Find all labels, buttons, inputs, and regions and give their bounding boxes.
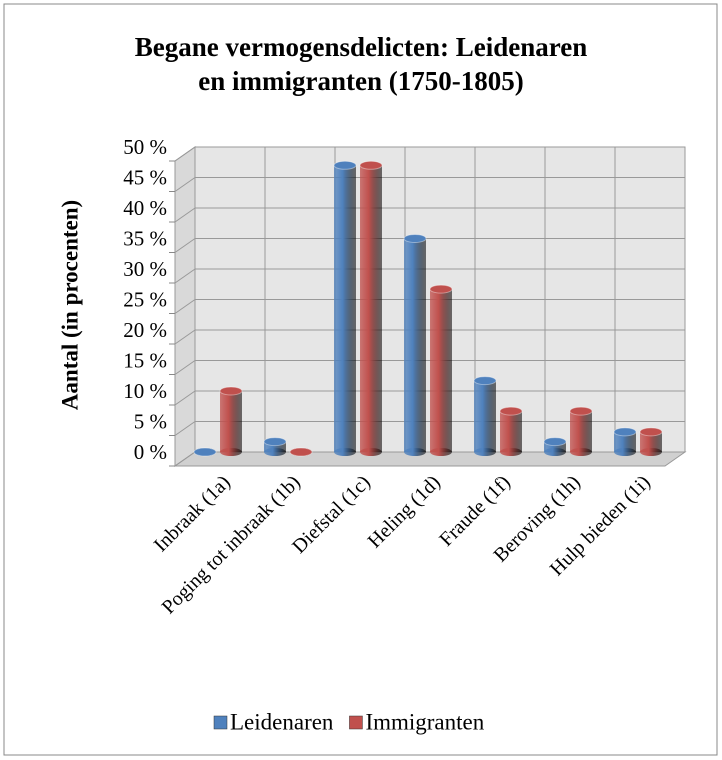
grid-line (174, 238, 196, 253)
floor (173, 451, 687, 467)
bar (193, 447, 217, 457)
y-tick-label: 0 % (134, 440, 167, 464)
y-tick-label: 25 % (123, 287, 167, 311)
chart-title: en immigranten (1750-1805) (198, 66, 523, 96)
grid-line (174, 299, 196, 314)
bar (473, 376, 497, 456)
grid-line (174, 207, 196, 223)
y-tick-label: 5 % (134, 409, 167, 433)
bar (289, 447, 313, 457)
y-tick-label: 35 % (123, 226, 167, 250)
bar (613, 427, 637, 456)
y-tick-label: 45 % (123, 165, 167, 189)
legend-swatch (213, 715, 228, 730)
bar (543, 437, 567, 456)
bar (569, 406, 593, 456)
bar (263, 437, 287, 456)
grid-line (174, 146, 196, 162)
grid-line (174, 268, 196, 284)
bar (333, 160, 357, 456)
y-tick-label: 15 % (123, 348, 167, 372)
bar (219, 386, 243, 456)
legend-label: Immigranten (365, 709, 484, 734)
grid-line (174, 390, 196, 406)
bar (639, 427, 663, 456)
bar (359, 160, 383, 456)
grid-line (174, 421, 196, 436)
legend: Leidenaren Immigranten (213, 709, 485, 734)
legend-label: Leidenaren (230, 709, 334, 734)
grid-line (174, 177, 196, 192)
y-tick-label: 20 % (123, 318, 167, 342)
bar (429, 284, 453, 456)
y-tick-label: 30 % (123, 257, 167, 281)
grid-line (174, 329, 196, 345)
y-tick-label: 50 % (123, 135, 167, 159)
grid-line (174, 360, 196, 375)
legend-swatch (349, 715, 363, 730)
bar (499, 406, 523, 456)
bar (403, 234, 427, 456)
y-tick-label: 40 % (123, 196, 167, 220)
y-axis-title: Aantal (in procenten) (57, 200, 82, 410)
grid-line (174, 451, 196, 467)
y-tick-label: 10 % (123, 379, 167, 403)
chart-title: Begane vermogensdelicten: Leidenaren (135, 32, 587, 62)
